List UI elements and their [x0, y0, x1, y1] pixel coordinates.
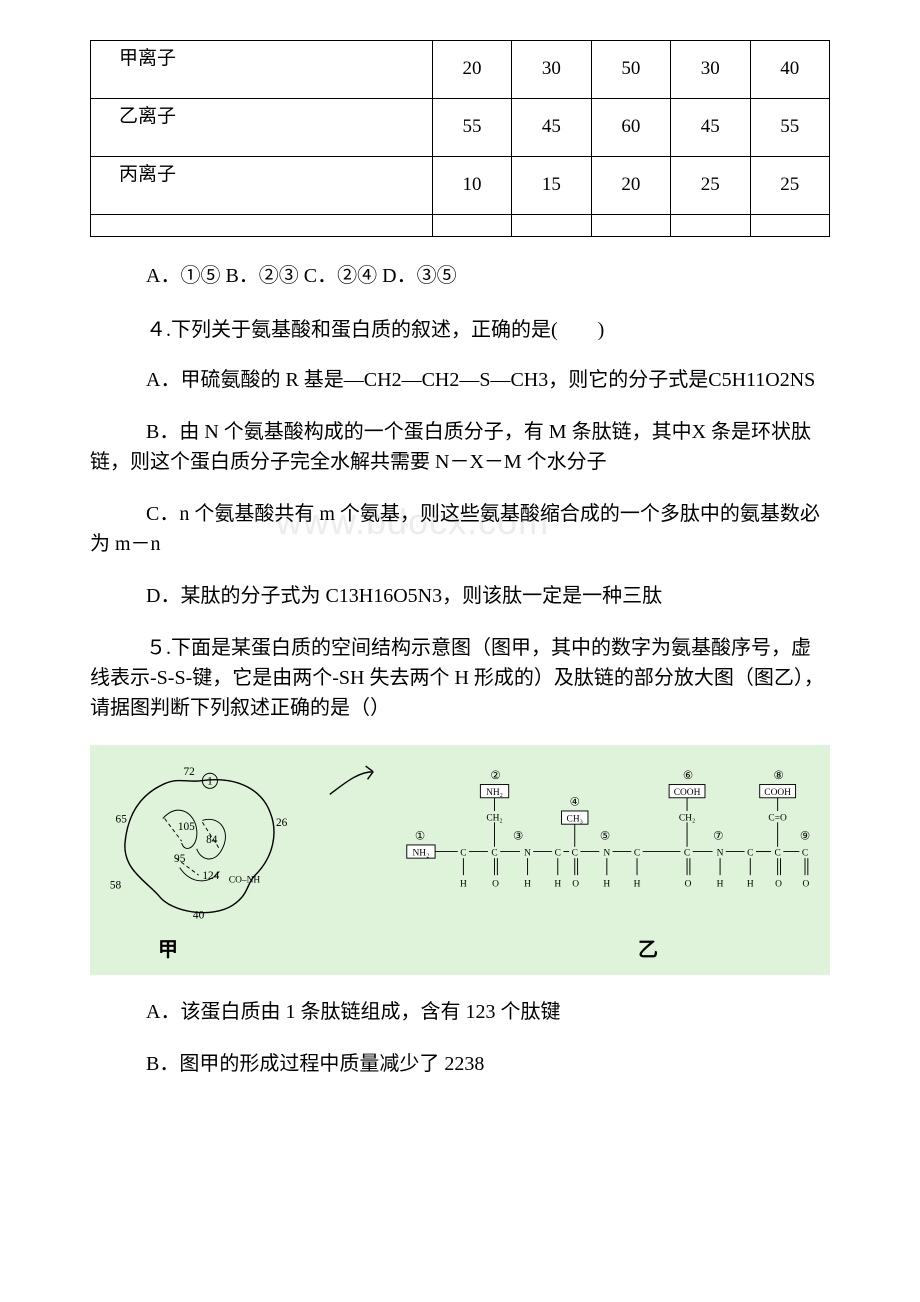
answer-options-line: A．①⑤ B．②③ C．②④ D．③⑤ [90, 261, 830, 291]
table-cell: 25 [750, 157, 829, 215]
circ-6: ⑥ [683, 770, 693, 782]
row-header: 乙离子 [91, 99, 433, 157]
circ-3: ③ [513, 830, 523, 842]
circ-1: ① [415, 830, 425, 842]
label-jia: 甲 [108, 935, 228, 965]
q4-option-a: A．甲硫氨酸的 R 基是—CH2—CH2—S—CH3，则它的分子式是C5H11O… [90, 365, 830, 395]
table-cell: 60 [591, 99, 670, 157]
q4-option-c: www.bdocx.com C．n 个氨基酸共有 m 个氨基，则这些氨基酸缩合成… [90, 499, 830, 559]
svg-text:CH₂: CH₂ [679, 813, 695, 823]
table-cell: 30 [671, 41, 750, 99]
box-nh2-left: NH₂ [412, 848, 429, 858]
num-1: 1 [207, 776, 213, 788]
table-cell: 45 [512, 99, 591, 157]
svg-text:C: C [747, 848, 753, 858]
table-cell: 20 [591, 157, 670, 215]
svg-text:C: C [554, 848, 560, 858]
box-nh2: NH₂ [486, 788, 503, 798]
svg-text:O: O [775, 879, 782, 889]
svg-text:C: C [774, 848, 780, 858]
table-cell: 55 [750, 99, 829, 157]
svg-text:N: N [603, 848, 610, 858]
svg-text:C: C [460, 848, 466, 858]
diagram-jia: 1 72 65 26 105 84 95 124 58 40 CO–NH [108, 759, 306, 929]
header-text: 甲离子 [119, 48, 176, 69]
circ-9: ⑨ [800, 830, 810, 842]
num-124: 124 [202, 870, 219, 882]
box-ch3: CH₃ [566, 814, 582, 824]
table-row: 乙离子 55 45 60 45 55 [91, 99, 830, 157]
svg-text:O: O [572, 879, 579, 889]
circ-4: ④ [569, 796, 579, 808]
option-text: B．由 N 个氨基酸构成的一个蛋白质分子，有 M 条肽链，其中X 条是环状肽链，… [90, 421, 811, 473]
circ-7: ⑦ [713, 830, 723, 842]
ion-concentration-table: 甲离子 20 30 50 30 40 乙离子 55 45 60 45 55 丙离… [90, 40, 830, 237]
protein-diagram: 1 72 65 26 105 84 95 124 58 40 CO–NH ② ④… [90, 745, 830, 975]
header-text: 乙离子 [119, 106, 176, 127]
num-72: 72 [183, 766, 195, 778]
table-cell: 55 [432, 99, 511, 157]
svg-text:N: N [524, 848, 531, 858]
svg-text:O: O [492, 879, 499, 889]
row-header: 甲离子 [91, 41, 433, 99]
box-cooh2: COOH [764, 788, 791, 798]
question-4-stem: ４.下列关于氨基酸和蛋白质的叙述，正确的是( ) [90, 315, 830, 345]
co-nh-label: CO–NH [229, 876, 261, 886]
svg-text:H: H [460, 879, 467, 889]
table-cell: 10 [432, 157, 511, 215]
circ-2: ② [490, 770, 500, 782]
num-105: 105 [178, 821, 195, 833]
svg-text:CH₂: CH₂ [486, 813, 502, 823]
header-text: 丙离子 [119, 164, 176, 185]
table-row: 丙离子 10 15 20 25 25 [91, 157, 830, 215]
table-empty-row [91, 215, 830, 237]
svg-text:H: H [524, 879, 531, 889]
q4-option-b: B．由 N 个氨基酸构成的一个蛋白质分子，有 M 条肽链，其中X 条是环状肽链，… [90, 417, 830, 477]
svg-text:C: C [491, 848, 497, 858]
table-row: 甲离子 20 30 50 30 40 [91, 41, 830, 99]
table-cell: 30 [512, 41, 591, 99]
circ-5: ⑤ [600, 830, 610, 842]
svg-text:H: H [716, 879, 723, 889]
svg-text:C=O: C=O [768, 813, 787, 823]
label-yi: 乙 [538, 935, 758, 965]
enlarge-arrow-icon [326, 759, 383, 809]
svg-text:C: C [684, 848, 690, 858]
num-40: 40 [193, 910, 205, 922]
q5-option-a: A．该蛋白质由 1 条肽链组成，含有 123 个肽键 [90, 997, 830, 1027]
question-5-stem: ５.下面是某蛋白质的空间结构示意图（图甲，其中的数字为氨基酸序号，虚线表示-S-… [90, 633, 830, 723]
option-text: C．n 个氨基酸共有 m 个氨基，则这些氨基酸缩合成的一个多肽中的氨基数必为 m… [90, 499, 830, 559]
q5-option-b: B．图甲的形成过程中质量减少了 2238 [90, 1049, 830, 1079]
svg-text:H: H [603, 879, 610, 889]
svg-text:C: C [802, 848, 808, 858]
num-95: 95 [174, 853, 186, 865]
svg-text:H: H [747, 879, 754, 889]
svg-text:O: O [802, 879, 809, 889]
table-cell: 45 [671, 99, 750, 157]
q4-option-d: D．某肽的分子式为 C13H16O5N3，则该肽一定是一种三肽 [90, 581, 830, 611]
num-26: 26 [276, 817, 288, 829]
table-cell: 15 [512, 157, 591, 215]
diagram-yi: ② ④ ⑥ ⑧ ① ③ ⑤ ⑦ ⑨ NH₂ CH₃ COOH COOH CH₂ … [403, 759, 818, 929]
svg-text:O: O [684, 879, 691, 889]
num-58: 58 [110, 879, 122, 891]
row-header: 丙离子 [91, 157, 433, 215]
table-cell: 50 [591, 41, 670, 99]
num-84: 84 [206, 834, 218, 846]
option-text: A．甲硫氨酸的 R 基是—CH2—CH2—S—CH3，则它的分子式是C5H11O… [146, 369, 815, 391]
svg-text:C: C [634, 848, 640, 858]
svg-text:C: C [571, 848, 577, 858]
table-cell: 25 [671, 157, 750, 215]
circ-8: ⑧ [773, 770, 783, 782]
num-65: 65 [116, 813, 128, 825]
table-cell: 20 [432, 41, 511, 99]
table-cell: 40 [750, 41, 829, 99]
svg-text:H: H [633, 879, 640, 889]
svg-text:H: H [554, 879, 561, 889]
svg-text:N: N [716, 848, 723, 858]
box-cooh1: COOH [673, 788, 700, 798]
